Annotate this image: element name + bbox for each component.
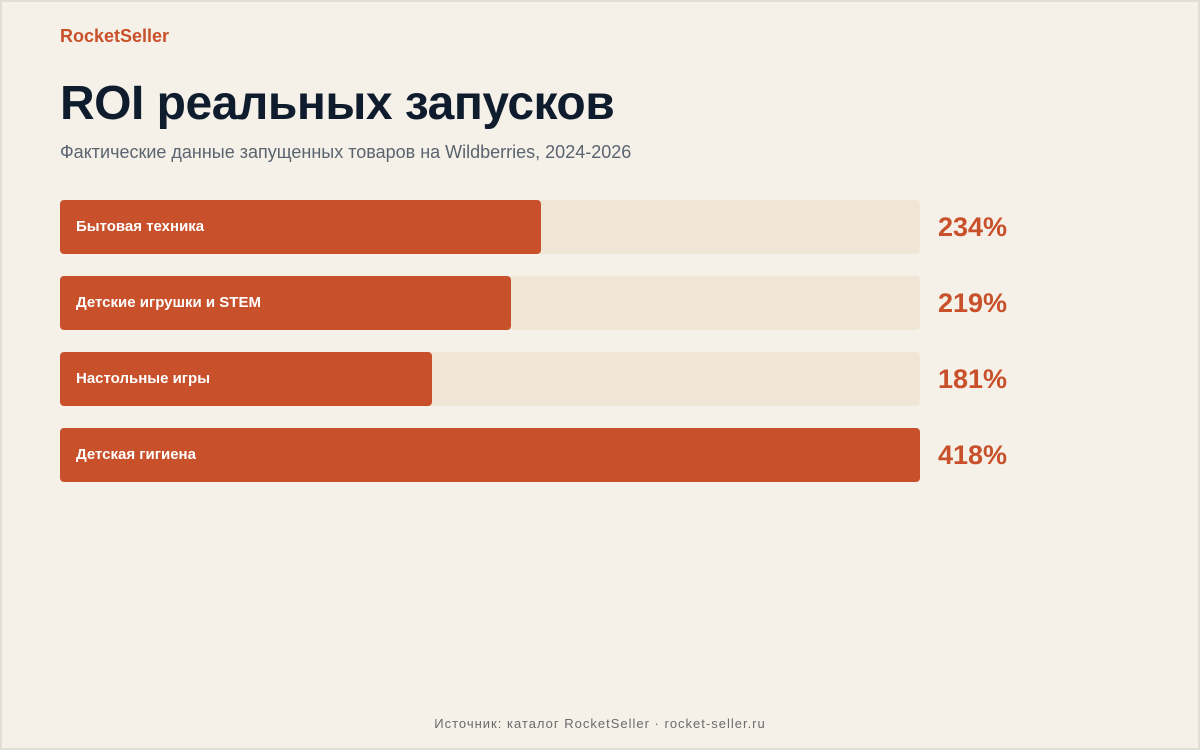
bar-row: Детская гигиена 418% xyxy=(60,428,1060,482)
value-label: 219% xyxy=(938,288,1008,318)
bar xyxy=(60,200,541,254)
value-label: 234% xyxy=(938,212,1008,242)
category-label: Бытовая техника xyxy=(76,218,205,235)
bar xyxy=(60,276,511,330)
value-label: 181% xyxy=(938,364,1008,394)
bar-track: Детская гигиена xyxy=(60,428,920,482)
bar-row: Настольные игры 181% xyxy=(60,352,1060,406)
bar-row: Бытовая техника 234% xyxy=(60,200,1060,254)
value-label: 418% xyxy=(938,440,1008,470)
source-footer: Источник: каталог RocketSeller · rocket-… xyxy=(434,716,766,731)
chart-subtitle: Фактические данные запущенных товаров на… xyxy=(60,142,632,162)
bar-row: Детские игрушки и STEM 219% xyxy=(60,276,1060,330)
category-label: Детские игрушки и STEM xyxy=(76,294,261,311)
bar xyxy=(60,428,920,482)
bar-track: Настольные игры xyxy=(60,352,920,406)
brand-logo: RocketSeller xyxy=(60,26,170,46)
category-label: Настольные игры xyxy=(76,370,211,387)
chart-title: ROI реальных запусков xyxy=(60,77,615,130)
bar-track: Бытовая техника xyxy=(60,200,920,254)
bar xyxy=(60,352,432,406)
category-label: Детская гигиена xyxy=(76,446,196,463)
bar-track: Детские игрушки и STEM xyxy=(60,276,920,330)
bar-chart: Бытовая техника 234% Детские игрушки и STE… xyxy=(60,200,1060,490)
